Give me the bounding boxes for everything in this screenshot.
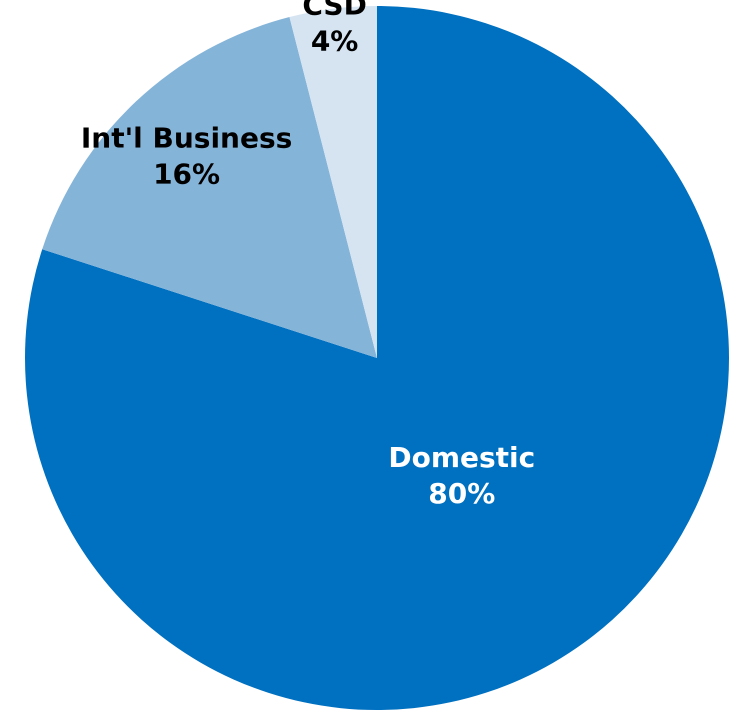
data-label-value-int-l-business: 16% xyxy=(153,157,220,190)
data-label-name-int-l-business: Int'l Business xyxy=(81,121,292,154)
data-label-value-domestic: 80% xyxy=(428,477,495,510)
pie-slice-int-l-business xyxy=(42,17,377,359)
pie-slice-domestic xyxy=(25,6,730,710)
data-label-name-domestic: Domestic xyxy=(388,441,535,474)
pie-slice-csd xyxy=(289,6,377,358)
pie-slices xyxy=(25,6,730,710)
data-label-name-csd: CSD xyxy=(302,0,366,22)
data-label-value-csd: 4% xyxy=(311,25,359,58)
